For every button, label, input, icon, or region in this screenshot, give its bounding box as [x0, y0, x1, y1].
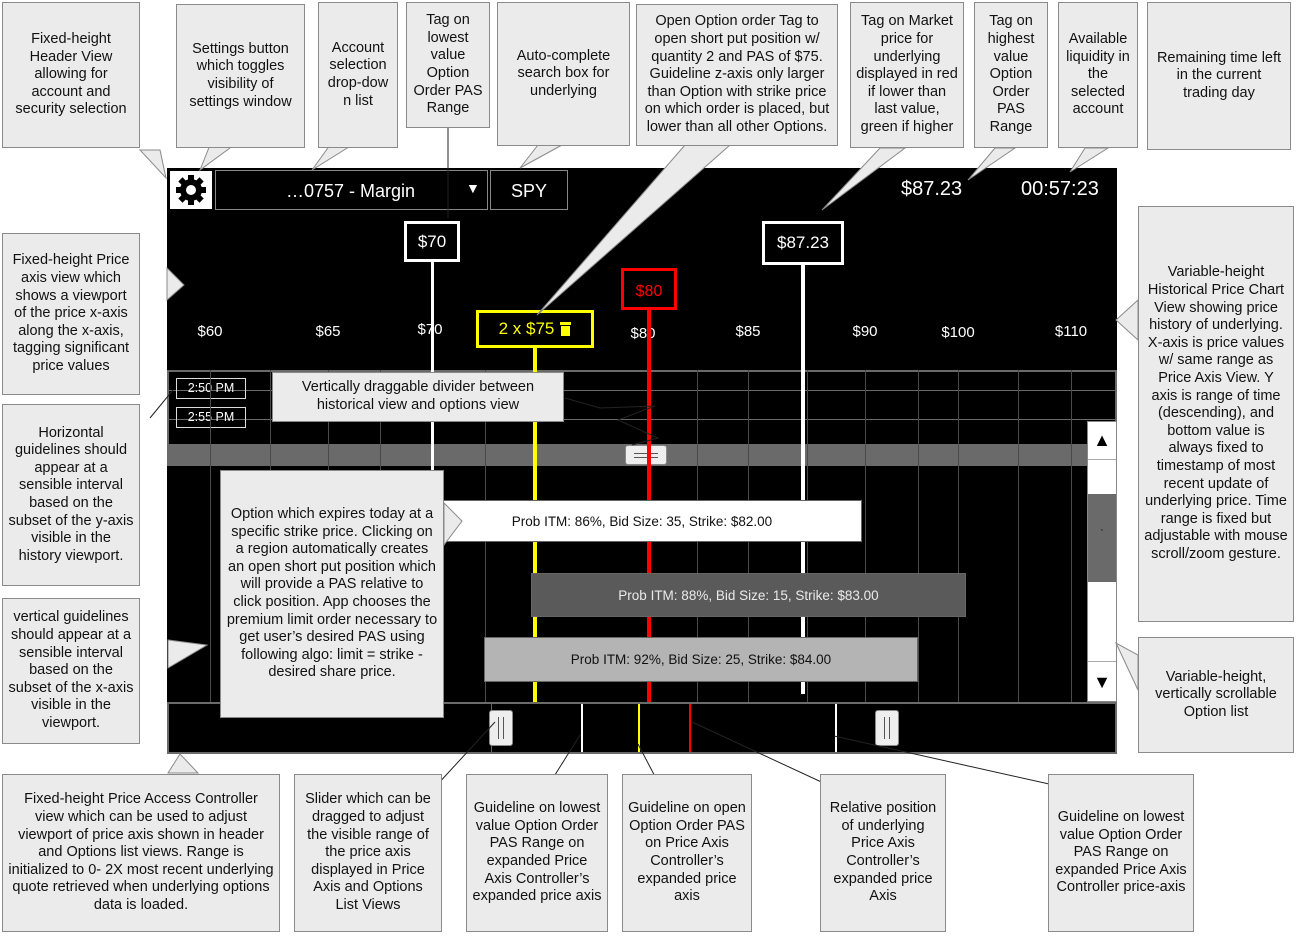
account-dropdown[interactable]: …0757 - Margin ▼: [215, 170, 488, 210]
tag-lowest-pas[interactable]: $70: [404, 221, 460, 262]
pointer-settings: [198, 144, 236, 172]
note-time-remaining: Remaining time left in the current tradi…: [1147, 2, 1291, 150]
pointer-account: [311, 144, 354, 171]
scroll-up-button[interactable]: ▲: [1088, 422, 1116, 460]
range-slider-right[interactable]: [875, 710, 899, 746]
liquidity-value: $87.23: [901, 178, 963, 200]
note-history-view: Variable-height Historical Price Chart V…: [1138, 206, 1294, 622]
note-vertical-guidelines: vertical guidelines should appear at a s…: [2, 598, 140, 744]
note-account-dropdown: Account selection drop-dow n list: [318, 2, 398, 148]
controller-guide-lowest: [581, 704, 583, 752]
settings-button[interactable]: [169, 170, 213, 210]
pointer-controller: [167, 753, 200, 774]
account-label: …0757 - Margin: [286, 181, 416, 201]
note-option-list: Variable-height, vertically scrollable O…: [1138, 637, 1294, 753]
option-row[interactable]: Prob ITM: 86%, Bid Size: 35, Strike: $82…: [422, 500, 862, 542]
note-header-view: Fixed-height Header View allowing for ac…: [2, 2, 140, 148]
header-view: …0757 - Margin ▼ SPY $87.23 00:57:23: [167, 168, 1117, 212]
divider-handle[interactable]: [625, 445, 667, 465]
scroll-down-button[interactable]: ▼: [1088, 661, 1116, 701]
open-order-label: 2 x $75: [498, 319, 555, 338]
tick-label: $110: [1054, 323, 1088, 340]
note-slider: Slider which can be dragged to adjust th…: [294, 774, 442, 932]
controller-range: [491, 704, 837, 752]
note-horizontal-guidelines: Horizontal guidelines should appear at a…: [2, 404, 140, 586]
note-search-box: Auto-complete search box for underlying: [497, 2, 630, 146]
tag-highest-pas[interactable]: $87.23: [762, 221, 844, 265]
range-slider-left[interactable]: [489, 710, 513, 746]
note-guide-lowest-right: Guideline on lowest value Option Order P…: [1048, 774, 1194, 932]
tick-label: $100: [941, 324, 975, 341]
option-row[interactable]: Prob ITM: 88%, Bid Size: 15, Strike: $83…: [531, 573, 966, 617]
controller-guide-open: [638, 704, 640, 752]
tick-label: $80: [630, 325, 656, 342]
horizontal-guideline: [169, 390, 1115, 391]
trash-icon[interactable]: [560, 322, 572, 336]
note-market-tag: Tag on Market price for underlying displ…: [850, 2, 964, 148]
pointer-header-view: [138, 149, 167, 180]
draggable-divider[interactable]: [167, 444, 1117, 466]
guideline-highest-pas: [801, 264, 805, 694]
note-relative-position: Relative position of underlying Price Ax…: [820, 774, 946, 932]
note-open-order-tag: Open Option order Tag to open short put …: [636, 4, 838, 146]
gear-icon: [176, 175, 206, 205]
tick-label: $65: [315, 323, 341, 340]
pointer-option-list: [1114, 641, 1139, 691]
controller-guide-highest: [835, 704, 837, 752]
time-label: 2:55 PM: [176, 407, 246, 428]
time-label: 2:50 PM: [176, 378, 246, 399]
note-settings-button: Settings button which toggles visibility…: [176, 4, 305, 148]
tick-label: $85: [735, 323, 761, 340]
note-liquidity: Available liquidity in the selected acco…: [1058, 2, 1138, 148]
symbol-text: SPY: [511, 181, 548, 201]
pointer-search: [519, 144, 563, 169]
note-divider: Vertically draggable divider between his…: [272, 372, 564, 422]
tick-label: $60: [197, 323, 223, 340]
note-price-axis-view: Fixed-height Price axis view which shows…: [2, 233, 140, 395]
tag-open-order[interactable]: 2 x $75: [476, 310, 594, 348]
pointer-history: [1115, 298, 1139, 342]
controller-market-position: [689, 704, 691, 752]
tick-label: $90: [852, 323, 878, 340]
tick-label: $70: [417, 321, 443, 338]
option-list-scrollbar[interactable]: ▲ ` ▼: [1087, 421, 1117, 702]
tag-market-price[interactable]: $80: [621, 268, 677, 310]
note-controller-view: Fixed-height Price Access Controller vie…: [2, 774, 280, 932]
note-guide-lowest: Guideline on lowest value Option Order P…: [466, 774, 608, 932]
time-left: 00:57:23: [1021, 178, 1099, 200]
note-guide-open: Guideline on open Option Order PAS on Pr…: [622, 774, 752, 932]
symbol-search-input[interactable]: SPY: [490, 170, 568, 210]
option-row[interactable]: Prob ITM: 92%, Bid Size: 25, Strike: $84…: [484, 637, 918, 682]
chevron-down-icon: ▼: [466, 180, 480, 196]
scroll-thumb[interactable]: `: [1088, 494, 1116, 582]
note-tag-lowest: Tag on lowest value Option Order PAS Ran…: [406, 2, 490, 128]
note-tag-highest: Tag on highest value Option Order PAS Ra…: [974, 2, 1048, 148]
note-option-description: Option which expires today at a specific…: [220, 470, 444, 718]
